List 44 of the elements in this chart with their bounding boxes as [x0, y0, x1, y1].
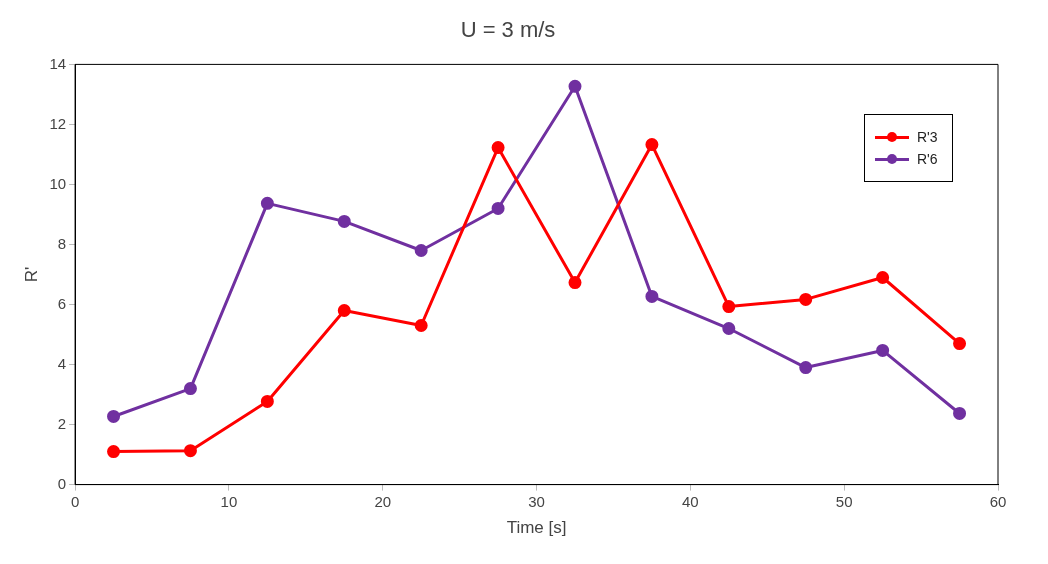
point — [414, 319, 428, 333]
point — [645, 289, 659, 303]
point — [876, 271, 890, 284]
x-tick-label: 20 — [374, 492, 392, 510]
point — [414, 243, 428, 257]
y-tick-label: 6 — [57, 294, 67, 312]
x-tick-label: 50 — [835, 492, 853, 510]
chart-title: U = 3 m/s — [460, 17, 556, 43]
point — [876, 343, 890, 357]
point — [107, 409, 121, 423]
y-tick-label: 8 — [57, 234, 67, 252]
point — [953, 406, 967, 420]
point — [337, 304, 351, 318]
point — [645, 138, 659, 152]
point — [183, 444, 197, 458]
y-axis-title: R' — [21, 266, 41, 283]
y-tick-label: 4 — [57, 354, 67, 372]
y-tick-label: 10 — [49, 174, 67, 192]
point — [491, 201, 505, 215]
y-tick-label: 12 — [49, 114, 67, 132]
point — [799, 361, 813, 375]
legend-label: R'6 — [917, 151, 938, 168]
x-tick-label: 60 — [989, 492, 1007, 510]
point — [568, 276, 582, 290]
point — [260, 196, 274, 210]
point — [722, 300, 736, 314]
x-tick-label: 10 — [220, 492, 238, 510]
point — [568, 79, 582, 93]
point — [491, 141, 505, 155]
legend-label: R'3 — [917, 129, 938, 146]
y-tick-label: 2 — [57, 414, 67, 432]
x-tick-label: 40 — [682, 492, 699, 510]
x-tick-label: 0 — [70, 492, 80, 510]
point — [183, 382, 197, 396]
point — [260, 394, 274, 408]
point — [799, 292, 813, 306]
point — [107, 445, 121, 459]
y-tick-label: 0 — [57, 474, 67, 492]
y-tick-label: 14 — [49, 54, 67, 72]
point — [722, 322, 736, 336]
point — [953, 337, 967, 351]
x-axis-title: Time [s] — [506, 518, 567, 538]
x-tick-label: 30 — [528, 492, 545, 510]
point — [337, 214, 351, 228]
